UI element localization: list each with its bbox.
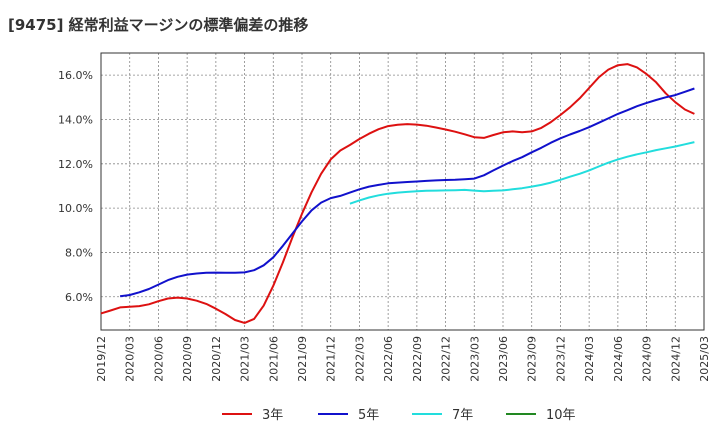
x-tick-label: 2024/12 (669, 336, 682, 382)
x-tick-label: 2022/03 (353, 336, 366, 382)
legend-label: 5年 (358, 408, 379, 423)
x-tick-label: 2020/09 (181, 336, 194, 382)
y-tick-label: 8.0% (65, 246, 93, 259)
x-tick-label: 2021/03 (239, 336, 252, 382)
y-tick-label: 16.0% (58, 69, 93, 82)
x-tick-label: 2024/09 (641, 336, 654, 382)
x-tick-label: 2020/12 (210, 336, 223, 382)
x-tick-label: 2019/12 (95, 336, 108, 382)
x-tick-label: 2024/03 (583, 336, 596, 382)
legend-label: 3年 (262, 408, 283, 423)
x-tick-label: 2021/06 (267, 336, 280, 382)
x-tick-label: 2021/12 (325, 336, 338, 382)
legend-label: 7年 (452, 408, 473, 423)
x-tick-label: 2023/03 (468, 336, 481, 382)
x-tick-label: 2022/06 (382, 336, 395, 382)
legend-label: 10年 (546, 408, 576, 423)
y-tick-label: 12.0% (58, 158, 93, 171)
x-tick-label: 2022/09 (411, 336, 424, 382)
plot-frame (100, 52, 705, 331)
y-tick-label: 10.0% (58, 202, 93, 215)
x-tick-label: 2020/03 (124, 336, 137, 382)
x-tick-label: 2021/09 (296, 336, 309, 382)
legend-layer: 3年 5年 7年 10年 (222, 408, 576, 423)
x-tick-label: 2023/06 (497, 336, 510, 382)
axis-layer: 2019/12 2020/03 2020/06 2020/09 2020/12 2021/… (58, 52, 711, 382)
series-layer (100, 63, 695, 324)
x-tick-label: 2024/06 (612, 336, 625, 382)
x-tick-label: 2023/09 (526, 336, 539, 382)
y-tick-label: 6.0% (65, 291, 93, 304)
x-tick-label: 2022/12 (440, 336, 453, 382)
series-line (119, 87, 695, 298)
series-line (349, 141, 695, 205)
y-tick-label: 14.0% (58, 113, 93, 126)
x-tick-label: 2025/03 (698, 336, 711, 382)
x-tick-label: 2023/12 (554, 336, 567, 382)
series-line (100, 63, 695, 324)
x-tick-label: 2020/06 (152, 336, 165, 382)
chart-title: [9475] 経常利益マージンの標準偏差の推移 (8, 16, 309, 34)
